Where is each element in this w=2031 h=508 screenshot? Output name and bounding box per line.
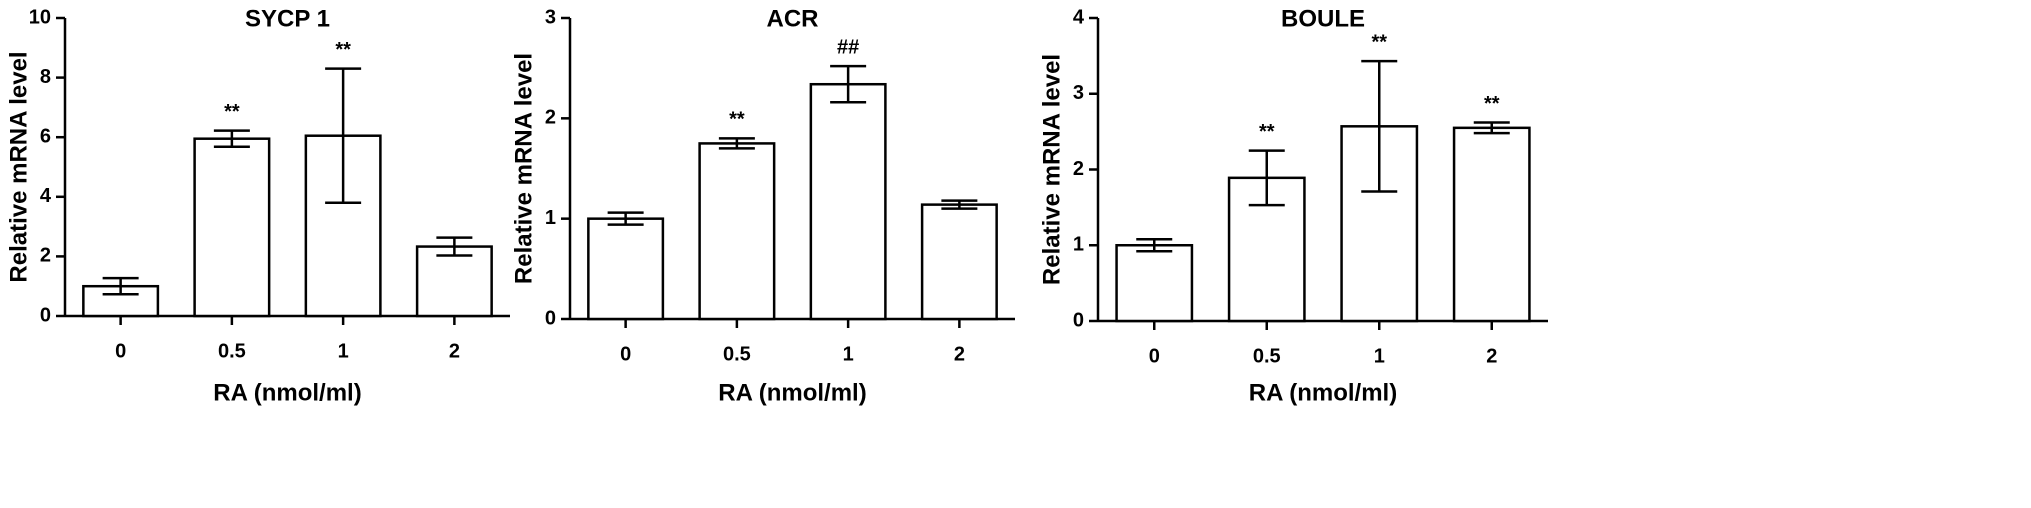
x-axis-label: RA (nmol/ml) (213, 379, 361, 406)
y-tick-label: 6 (40, 125, 51, 147)
y-tick-label: 2 (1073, 158, 1084, 180)
chart-title: ACR (767, 5, 819, 32)
x-axis-label: RA (nmol/ml) (1249, 379, 1397, 406)
chart-title: BOULE (1281, 5, 1365, 32)
annotation: ** (224, 101, 240, 123)
x-tick-label: 0.5 (1253, 345, 1281, 367)
y-tick-label: 3 (1073, 82, 1084, 104)
y-axis-label: Relative mRNA level (1038, 54, 1065, 285)
x-tick-label: 1 (843, 343, 854, 365)
y-axis-label: Relative mRNA level (5, 51, 32, 282)
x-tick-label: 2 (1486, 345, 1497, 367)
y-tick-label: 8 (40, 66, 51, 88)
bar (193, 137, 271, 318)
x-tick-label: 0 (1149, 345, 1160, 367)
y-tick-label: 0 (545, 307, 556, 329)
x-tick-label: 0 (620, 343, 631, 365)
x-tick-label: 0.5 (723, 343, 751, 365)
bar (415, 245, 493, 318)
x-tick-label: 2 (954, 343, 965, 365)
annotation: ** (1484, 93, 1500, 115)
annotation: ** (1259, 121, 1275, 143)
x-tick-label: 0 (115, 340, 126, 362)
annotation: ** (729, 109, 745, 131)
annotation: ** (1371, 31, 1387, 53)
bar (1115, 244, 1194, 323)
bar (920, 203, 998, 321)
annotation: ** (335, 39, 351, 61)
y-tick-label: 1 (545, 207, 556, 229)
x-tick-label: 0.5 (218, 340, 246, 362)
bar (1452, 126, 1531, 323)
y-tick-label: 3 (545, 6, 556, 28)
bar (809, 82, 887, 321)
x-tick-label: 1 (1374, 345, 1385, 367)
y-tick-label: 1 (1073, 234, 1084, 256)
y-tick-label: 4 (40, 185, 52, 207)
y-tick-label: 4 (1073, 6, 1085, 28)
chart-title: SYCP 1 (245, 5, 330, 32)
y-axis-label: Relative mRNA level (510, 53, 537, 284)
x-axis-label: RA (nmol/ml) (718, 379, 866, 406)
y-tick-label: 10 (29, 6, 51, 28)
x-tick-label: 2 (449, 340, 460, 362)
x-tick-label: 1 (338, 340, 349, 362)
bar (698, 142, 776, 321)
bar (304, 134, 382, 318)
y-tick-label: 0 (40, 304, 51, 326)
y-tick-label: 0 (1073, 309, 1084, 331)
y-tick-label: 2 (545, 107, 556, 129)
y-tick-label: 2 (40, 245, 51, 267)
bar (587, 217, 665, 321)
annotation: ## (837, 36, 859, 58)
